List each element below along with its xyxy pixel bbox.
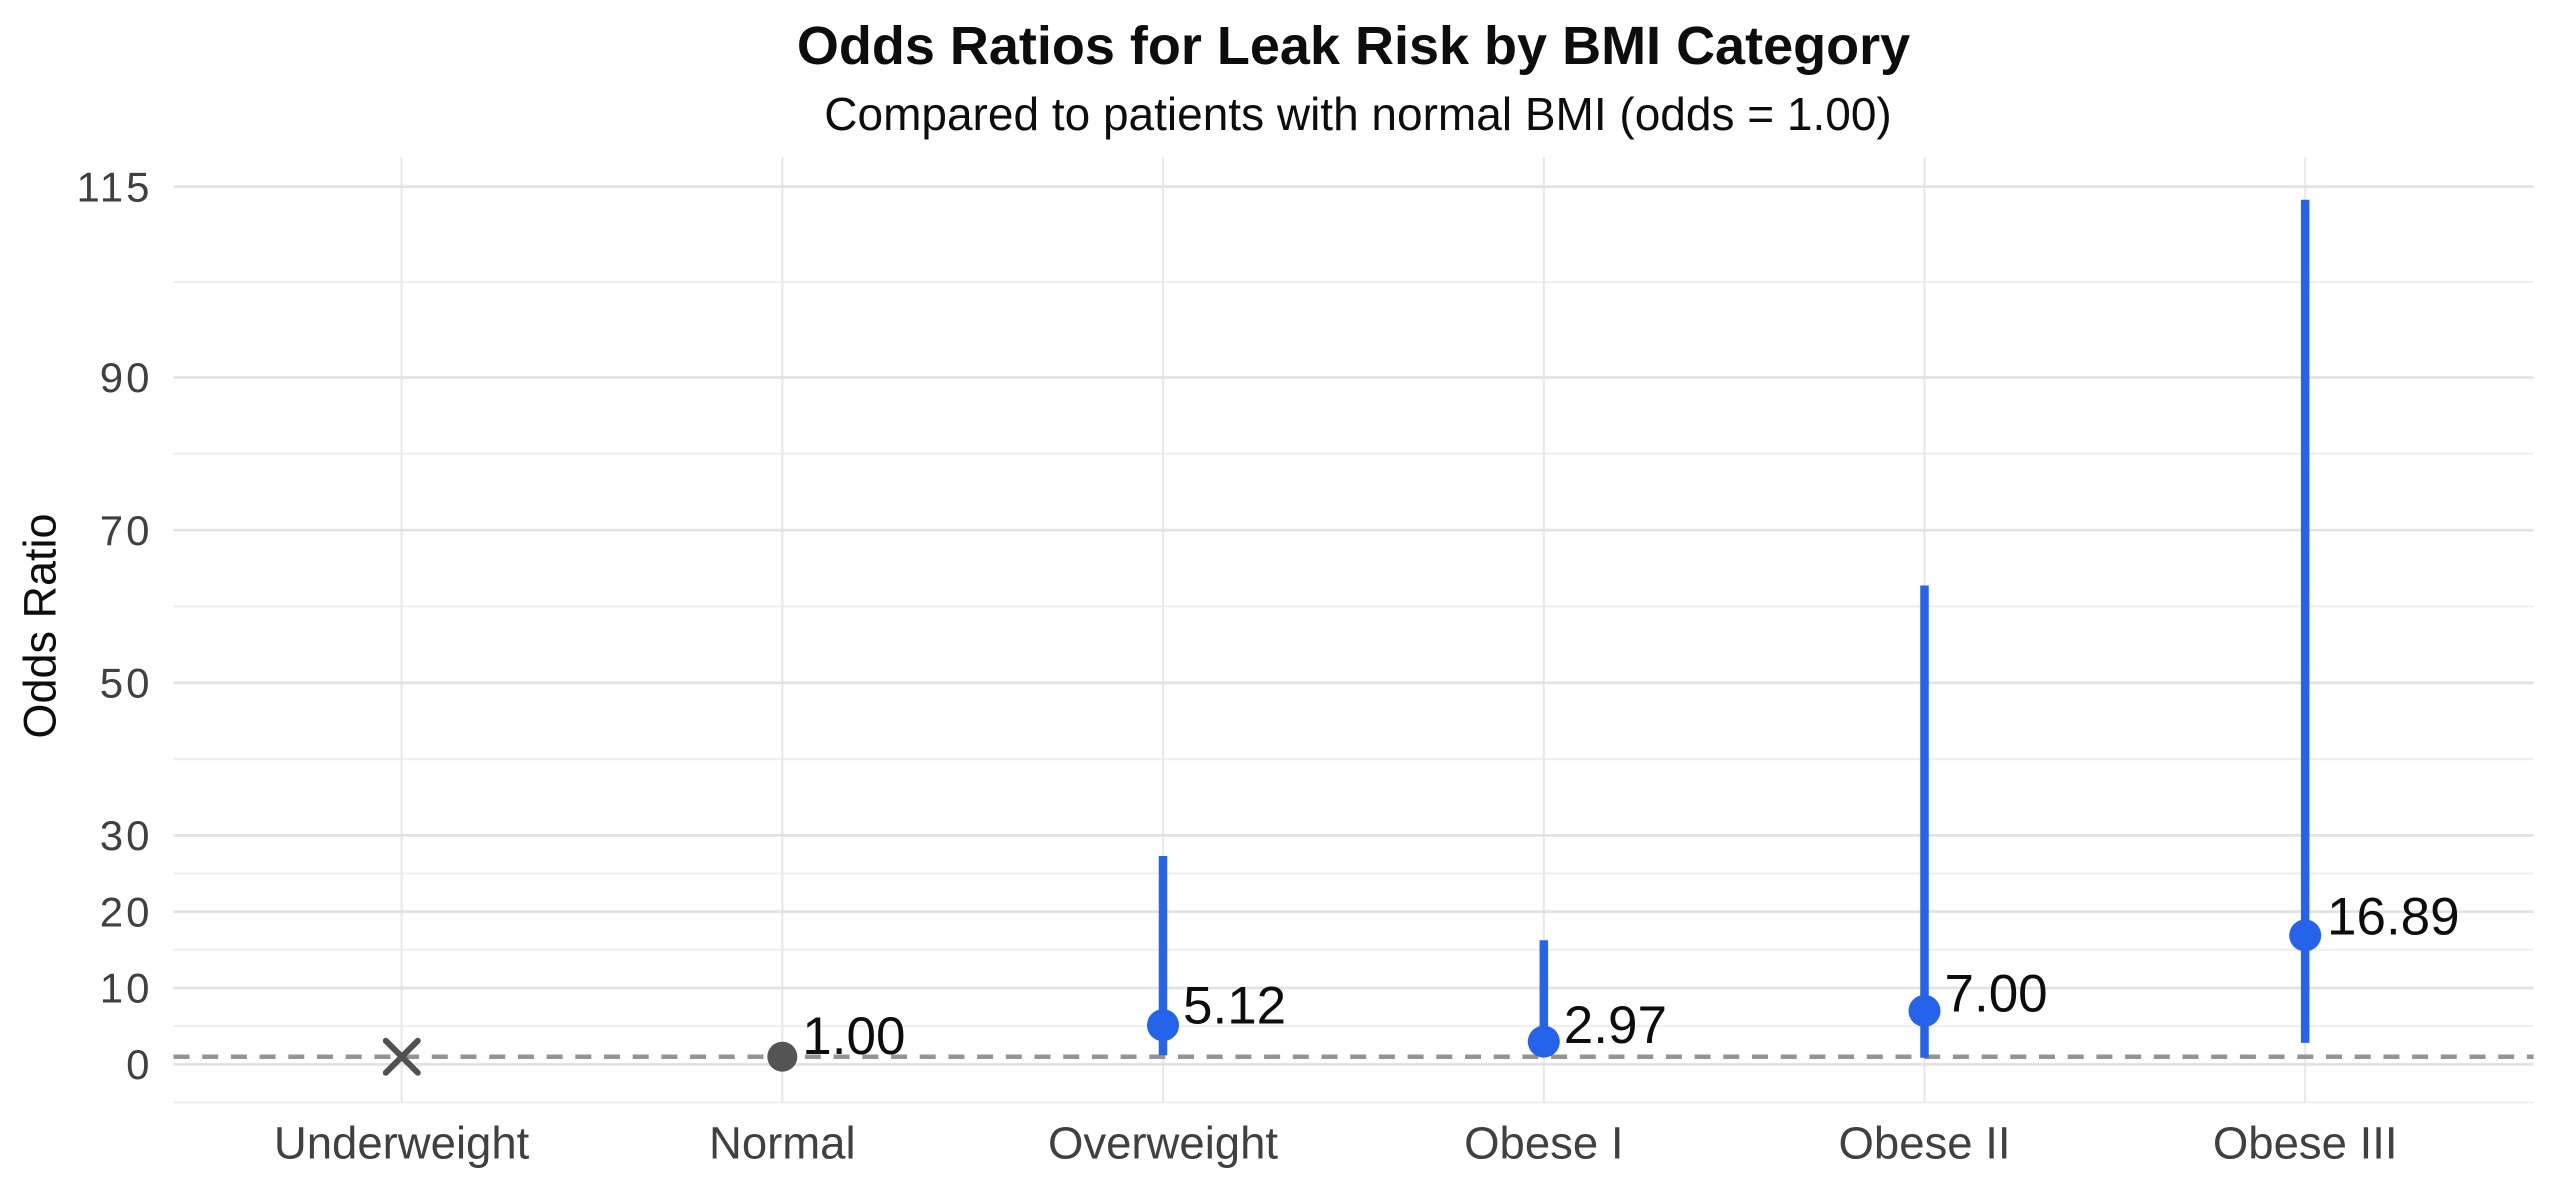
svg-text:Odds Ratios for Leak Risk by B: Odds Ratios for Leak Risk by BMI Categor… xyxy=(797,16,1910,76)
svg-text:90: 90 xyxy=(100,354,153,401)
svg-text:16.89: 16.89 xyxy=(2327,888,2460,947)
svg-text:Overweight: Overweight xyxy=(1048,1118,1278,1169)
svg-text:30: 30 xyxy=(100,812,153,859)
svg-text:115: 115 xyxy=(77,163,153,210)
svg-text:70: 70 xyxy=(100,507,153,554)
svg-text:20: 20 xyxy=(100,888,153,935)
svg-text:50: 50 xyxy=(100,660,153,707)
svg-text:Compared to patients with norm: Compared to patients with normal BMI (od… xyxy=(824,88,1891,140)
svg-text:7.00: 7.00 xyxy=(1945,965,2048,1024)
svg-text:10: 10 xyxy=(100,965,153,1012)
svg-text:Underweight: Underweight xyxy=(274,1118,530,1169)
svg-text:5.12: 5.12 xyxy=(1183,977,1286,1036)
svg-text:2.97: 2.97 xyxy=(1564,996,1667,1055)
svg-text:Normal: Normal xyxy=(709,1118,856,1169)
svg-text:Obese II: Obese II xyxy=(1839,1118,2011,1169)
svg-text:0: 0 xyxy=(126,1041,152,1088)
svg-text:1.00: 1.00 xyxy=(802,1007,905,1066)
svg-text:Obese I: Obese I xyxy=(1464,1118,1623,1169)
svg-text:Odds Ratio: Odds Ratio xyxy=(15,513,66,738)
svg-text:Obese III: Obese III xyxy=(2213,1118,2398,1169)
